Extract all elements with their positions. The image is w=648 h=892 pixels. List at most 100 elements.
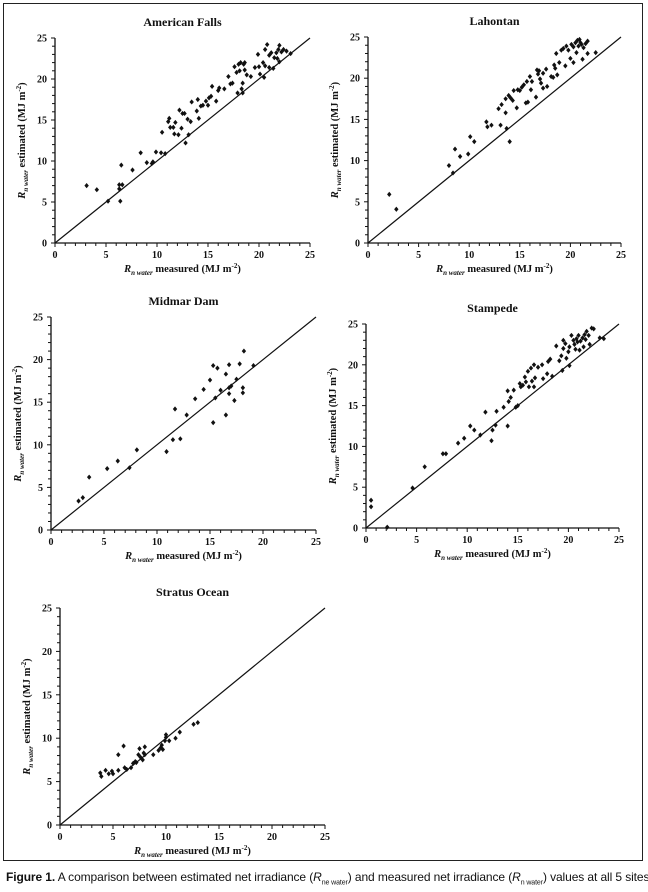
chart-title: Midmar Dam <box>148 294 218 308</box>
y-tick-label: 0 <box>353 524 358 535</box>
x-tick-label: 20 <box>254 250 264 261</box>
x-tick-label: 20 <box>563 535 573 546</box>
data-point <box>525 99 531 105</box>
data-point <box>601 336 607 342</box>
data-point <box>226 391 232 397</box>
data-point <box>209 83 215 89</box>
data-point <box>450 170 456 176</box>
data-point <box>205 102 211 108</box>
data-point <box>264 41 270 48</box>
data-point <box>124 766 129 773</box>
data-point <box>261 74 267 80</box>
y-tick-label: 10 <box>42 734 52 745</box>
data-point <box>115 458 120 464</box>
data-point <box>506 398 511 405</box>
data-point <box>575 339 580 345</box>
data-point <box>142 744 147 750</box>
y-tick-label: 15 <box>42 690 52 701</box>
data-point <box>271 65 276 71</box>
x-tick-label: 20 <box>565 250 575 261</box>
data-point <box>196 115 202 121</box>
data-point <box>577 347 582 353</box>
data-point <box>490 427 495 433</box>
data-point <box>105 198 111 204</box>
data-point <box>277 42 282 48</box>
one-to-one-line <box>59 607 326 826</box>
data-point <box>217 85 222 91</box>
data-point <box>159 742 164 748</box>
data-point <box>164 449 169 455</box>
data-point <box>511 387 516 393</box>
data-point <box>577 36 582 43</box>
data-point <box>563 340 568 347</box>
data-point <box>550 373 555 379</box>
data-point <box>240 80 245 86</box>
data-point <box>385 524 390 530</box>
data-point <box>185 116 190 122</box>
figure-caption: Figure 1. A comparison between estimated… <box>6 870 648 886</box>
data-point <box>223 371 229 377</box>
one-to-one-line <box>50 316 317 531</box>
data-point <box>262 63 268 69</box>
y-tick-label: 25 <box>350 33 360 44</box>
data-point <box>581 344 586 350</box>
data-point <box>508 394 513 401</box>
data-point <box>86 474 92 480</box>
data-point <box>117 182 122 188</box>
data-point <box>260 60 266 66</box>
data-point <box>446 162 452 169</box>
data-point <box>138 754 143 760</box>
data-point <box>234 69 239 76</box>
data-point <box>119 162 124 168</box>
y-tick-label: 15 <box>350 115 360 126</box>
data-point <box>394 206 399 212</box>
data-point <box>569 332 574 339</box>
x-tick-label: 15 <box>515 250 525 261</box>
data-point <box>163 734 169 740</box>
data-point <box>528 87 534 93</box>
data-point <box>531 362 537 368</box>
data-point <box>468 423 473 429</box>
data-point <box>532 375 538 381</box>
data-point <box>567 344 572 350</box>
x-tick-label: 0 <box>366 250 371 261</box>
data-point <box>524 78 530 85</box>
data-point <box>184 412 189 418</box>
data-point <box>176 132 181 138</box>
data-point <box>587 341 592 347</box>
data-point <box>284 48 289 54</box>
data-point <box>422 464 427 470</box>
data-point <box>580 335 585 341</box>
data-point <box>150 159 156 165</box>
data-point <box>84 183 89 189</box>
data-point <box>177 729 182 735</box>
data-point <box>494 408 499 414</box>
x-axis-label: Rn water measured (MJ m-2) <box>433 547 551 562</box>
data-point <box>561 45 566 52</box>
chart-stratus-ocean: Stratus Ocean 0 5 10 15 20 25 0 5 10 15 20 25 Rn wate… <box>20 585 330 859</box>
data-point <box>168 124 173 130</box>
data-point <box>167 115 172 121</box>
data-point <box>183 140 188 146</box>
data-point <box>535 364 541 370</box>
data-point <box>252 64 258 71</box>
data-point <box>539 362 545 368</box>
data-point <box>550 74 556 80</box>
data-point <box>120 182 125 188</box>
data-point <box>237 68 242 74</box>
data-point <box>191 721 196 727</box>
data-point <box>472 139 477 145</box>
data-point <box>580 56 585 62</box>
data-point <box>517 87 522 94</box>
data-point <box>116 767 121 773</box>
x-tick-label: 15 <box>214 832 224 843</box>
data-point <box>508 95 513 101</box>
data-point <box>166 738 172 744</box>
data-point <box>554 343 559 349</box>
data-point <box>544 83 550 90</box>
data-point <box>269 50 274 56</box>
data-point <box>568 55 573 62</box>
data-point <box>545 358 551 365</box>
data-point <box>540 376 546 382</box>
